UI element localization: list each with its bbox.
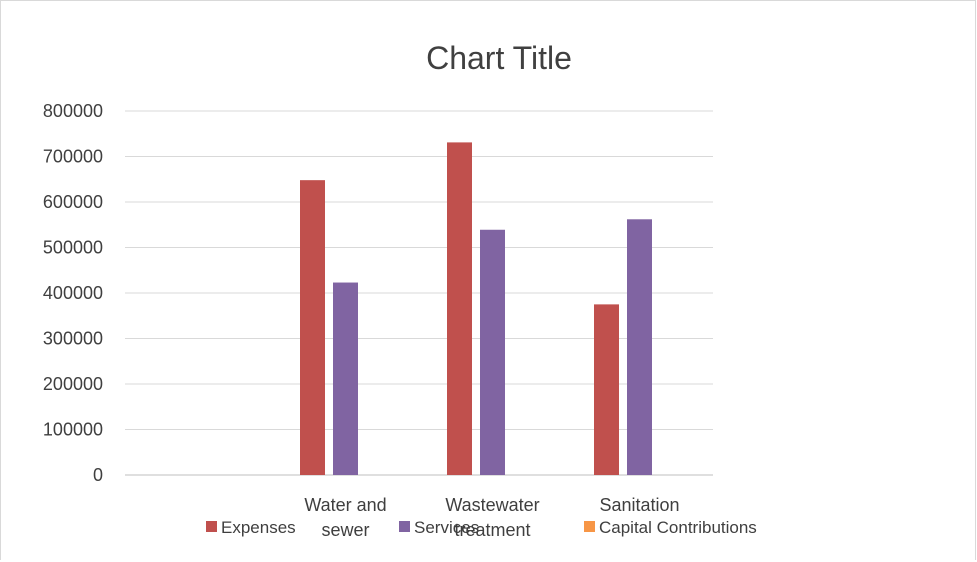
y-tick-label: 600000 <box>43 192 103 212</box>
bar-services <box>480 229 505 475</box>
category-label: Water and sewer <box>304 495 386 540</box>
category-label: Wastewater treatment <box>445 495 539 540</box>
bar-services <box>627 219 652 475</box>
bar-expenses <box>300 180 325 475</box>
bar-expenses <box>594 304 619 475</box>
bar-expenses <box>447 142 472 475</box>
legend: Expenses Services Capital Contributions <box>206 518 757 537</box>
bars <box>300 142 652 475</box>
legend-swatch-expenses <box>206 521 217 532</box>
x-axis-category-labels: Water and sewer Wastewater treatment Sanitat… <box>304 495 679 540</box>
chart-title: Chart Title <box>426 40 572 76</box>
y-tick-label: 700000 <box>43 147 103 167</box>
bar-services <box>333 282 358 475</box>
y-tick-label: 200000 <box>43 374 103 394</box>
legend-swatch-services <box>399 521 410 532</box>
legend-swatch-capital-contributions <box>584 521 595 532</box>
gridlines <box>125 110 713 476</box>
legend-label-capital-contributions: Capital Contributions <box>599 518 757 537</box>
y-tick-label: 500000 <box>43 238 103 258</box>
legend-label-services: Services <box>414 518 479 537</box>
y-tick-label: 100000 <box>43 420 103 440</box>
y-axis-tick-labels: 0 100000 200000 300000 400000 500000 600000 700… <box>43 101 103 485</box>
y-tick-label: 0 <box>93 465 103 485</box>
y-tick-label: 300000 <box>43 329 103 349</box>
legend-label-expenses: Expenses <box>221 518 296 537</box>
y-tick-label: 400000 <box>43 283 103 303</box>
y-tick-label: 800000 <box>43 101 103 121</box>
category-label: Sanitation <box>599 495 679 515</box>
